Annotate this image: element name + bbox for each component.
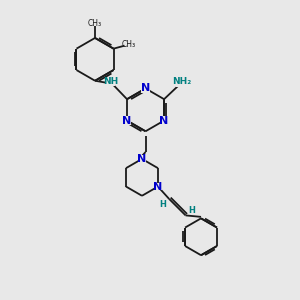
Text: CH₃: CH₃ [122, 40, 136, 49]
FancyBboxPatch shape [176, 78, 187, 87]
Text: H: H [159, 200, 166, 209]
Text: NH: NH [103, 77, 118, 86]
FancyBboxPatch shape [160, 116, 168, 125]
Text: N: N [153, 182, 163, 192]
Text: CH₃: CH₃ [88, 19, 102, 28]
Text: N: N [137, 154, 147, 164]
Text: N: N [159, 116, 169, 126]
Text: H: H [189, 206, 196, 214]
Text: NH₂: NH₂ [172, 77, 191, 86]
FancyBboxPatch shape [141, 84, 150, 93]
FancyBboxPatch shape [154, 183, 162, 190]
Text: N: N [141, 83, 150, 94]
FancyBboxPatch shape [138, 155, 146, 163]
FancyBboxPatch shape [123, 116, 131, 125]
Text: N: N [122, 116, 132, 126]
FancyBboxPatch shape [106, 79, 116, 86]
